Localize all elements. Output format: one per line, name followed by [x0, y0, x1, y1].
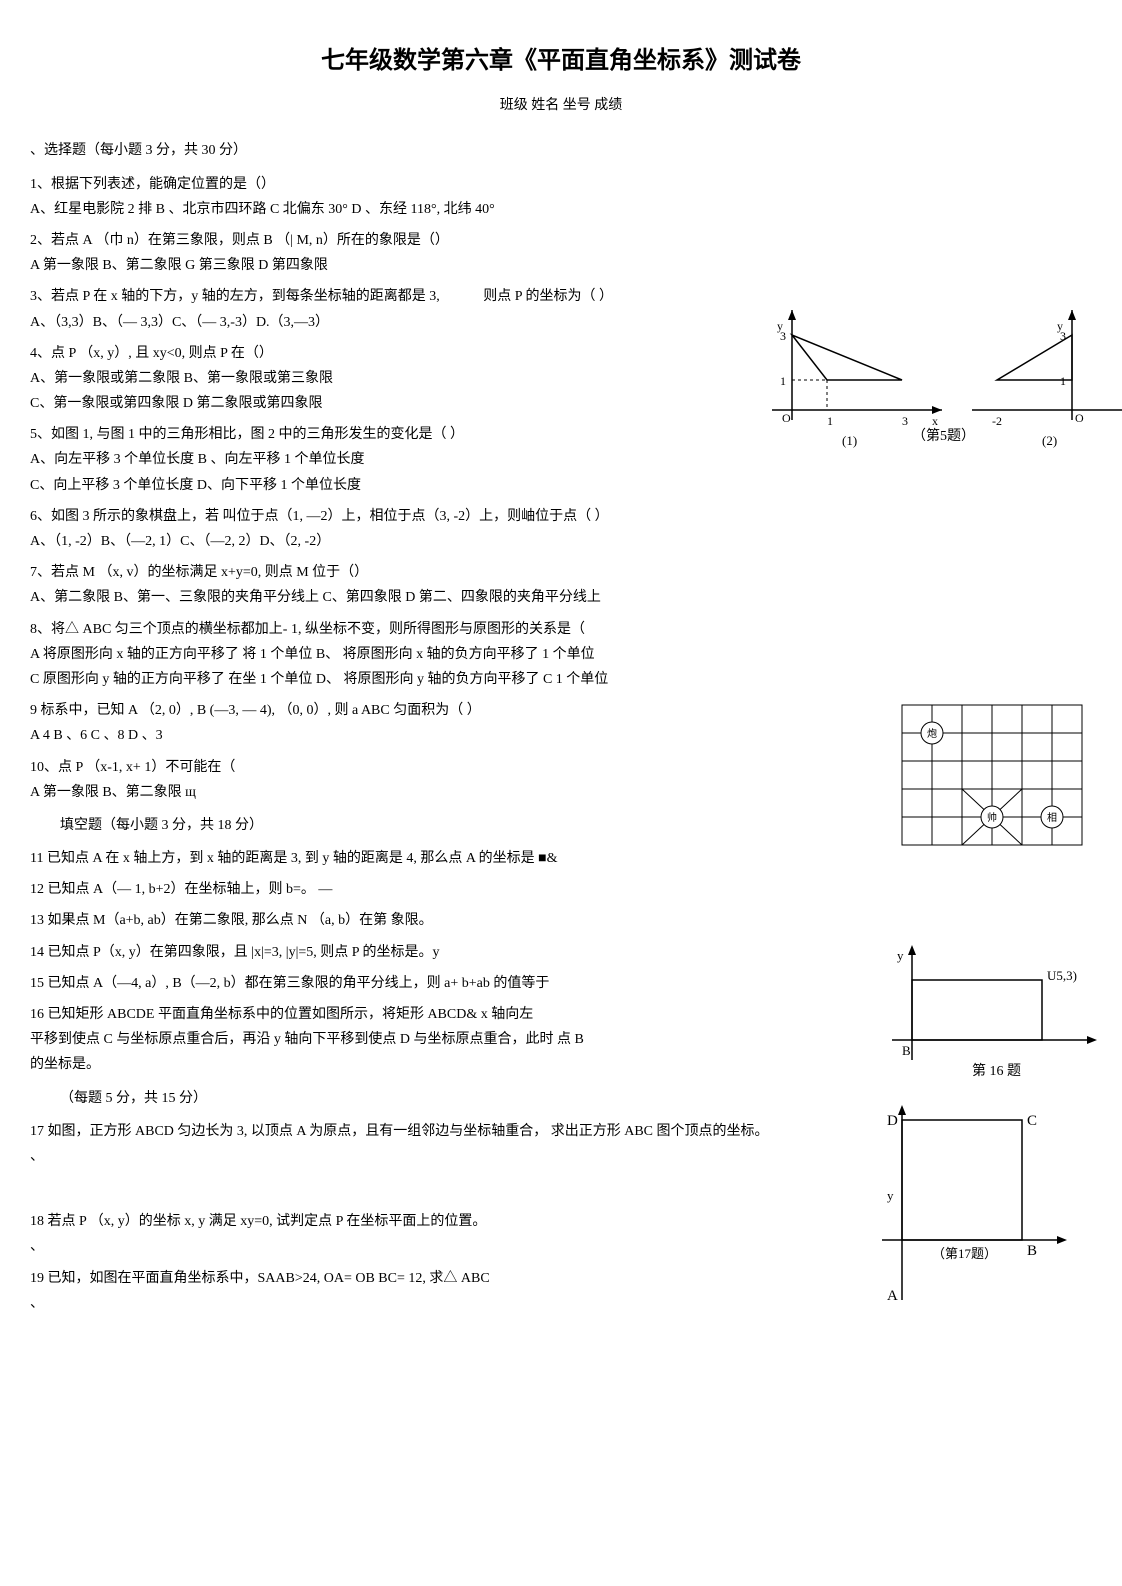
question-7: 7、若点 M （x, v）的坐标满足 x+y=0, 则点 M 位于（） A、第二… [30, 560, 1092, 610]
question-11: 11 已知点 A 在 x 轴上方，到 x 轴的距离是 3, 到 y 轴的距离是 … [30, 846, 1092, 871]
q2-text: 2、若点 A （巾 n）在第三象限，则点 B （| M, n）所在的象限是（） [30, 228, 1092, 253]
q1-text: 1、根据下列表述，能确定位置的是（） [30, 172, 1092, 197]
q10-text: 10、点 P （x-1, x+ 1）不可能在（ [30, 755, 1092, 780]
q9-opts: A 4 B 、6 C 、8 D 、3 [30, 723, 1092, 748]
question-2: 2、若点 A （巾 n）在第三象限，则点 B （| M, n）所在的象限是（） … [30, 228, 1092, 278]
q8-optC: C 原图形向 y 轴的正方向平移了 在坐 1 个单位 D、 将原图形向 y 轴的… [30, 667, 1092, 692]
question-12: 12 已知点 A（— 1, b+2）在坐标轴上，则 b=。 — [30, 877, 1092, 902]
question-4: 4、点 P （x, y）, 且 xy<0, 则点 P 在（） A、第一象限或第二… [30, 341, 1092, 417]
q3-text: 3、若点 P 在 x 轴的下方，y 轴的左方，到每条坐标轴的距离都是 3, [30, 289, 440, 304]
svg-text:U5,3): U5,3) [1047, 968, 1077, 983]
q4-text: 4、点 P （x, y）, 且 xy<0, 则点 P 在（） [30, 341, 1092, 366]
section-1-header: 、选择题（每小题 3 分，共 30 分） [30, 138, 1092, 163]
page-title: 七年级数学第六章《平面直角坐标系》测试卷 [30, 40, 1092, 83]
q10-opts: A 第一象限 B、第二象限 щ [30, 780, 1092, 805]
question-9: 9 标系中，已知 A （2, 0）, B (—3, — 4), （0, 0）, … [30, 698, 1092, 748]
q17-text: 17 如图，正方形 ABCD 匀边长为 3, 以顶点 A 为原点，且有一组邻边与… [30, 1119, 1092, 1144]
q6-opts: A、（1, -2）B、（—2, 1）C、（—2, 2）D、（2, -2） [30, 529, 1092, 554]
q8-text: 8、将△ ABC 匀三个顶点的横坐标都加上- 1, 纵坐标不变，则所得图形与原图… [30, 617, 1092, 642]
q1-optB: B 、北京市四环路 [156, 202, 267, 217]
q19-text: 19 已知，如图在平面直角坐标系中，SAAB>24, OA= OB BC= 12… [30, 1266, 1092, 1291]
question-19: 19 已知，如图在平面直角坐标系中，SAAB>24, OA= OB BC= 12… [30, 1266, 1092, 1316]
q16-text: 16 已知矩形 ABCDE 平面直角坐标系中的位置如图所示，将矩形 ABCD& … [30, 1002, 1092, 1027]
question-1: 1、根据下列表述，能确定位置的是（） A、红星电影院 2 排 B 、北京市四环路… [30, 172, 1092, 222]
q16-text2: 平移到使点 C 与坐标原点重合后，再沿 y 轴向下平移到使点 D 与坐标原点重合… [30, 1027, 1092, 1052]
q16-text3: 的坐标是。 [30, 1052, 1092, 1077]
question-8: 8、将△ ABC 匀三个顶点的横坐标都加上- 1, 纵坐标不变，则所得图形与原图… [30, 617, 1092, 693]
q2-opts: A 第一象限 B、第二象限 G 第三象限 D 第四象限 [30, 253, 1092, 278]
question-13: 13 如果点 M（a+b, ab）在第二象限, 那么点 N （a, b）在第 象… [30, 908, 1092, 933]
subtitle: 班级 姓名 坐号 成绩 [30, 93, 1092, 118]
svg-text:y: y [887, 1188, 894, 1203]
q8-optA: A 将原图形向 x 轴的正方向平移了 将 1 个单位 B、 将原图形向 x 轴的… [30, 642, 1092, 667]
q5-text: 5、如图 1, 与图 1 中的三角形相比，图 2 中的三角形发生的变化是（ ） [30, 422, 1092, 447]
q1-optD: D 、东经 118°, 北纬 40° [351, 202, 494, 217]
question-10: 10、点 P （x-1, x+ 1）不可能在（ A 第一象限 B、第二象限 щ [30, 755, 1092, 805]
q3-text2: 则点 P 的坐标为（ ） [483, 289, 613, 304]
q1-optC: C 北偏东 30° [270, 202, 348, 217]
question-17: 17 如图，正方形 ABCD 匀边长为 3, 以顶点 A 为原点，且有一组邻边与… [30, 1119, 1092, 1169]
q4-optA: A、第一象限或第二象限 B、第一象限或第三象限 [30, 366, 1092, 391]
q4-optC: C、第一象限或第四象限 D 第二象限或第四象限 [30, 391, 1092, 416]
question-18: 18 若点 P （x, y）的坐标 x, y 满足 xy=0, 试判定点 P 在… [30, 1209, 1092, 1259]
q7-text: 7、若点 M （x, v）的坐标满足 x+y=0, 则点 M 位于（） [30, 560, 1092, 585]
question-6: 6、如图 3 所示的象棋盘上，若 叫位于点（1, —2）上，相位于点（3, -2… [30, 504, 1092, 554]
q1-optA: A、红星电影院 2 排 [30, 202, 152, 217]
question-5: 5、如图 1, 与图 1 中的三角形相比，图 2 中的三角形发生的变化是（ ） … [30, 422, 1092, 498]
q7-opts: A、第二象限 B、第一、三象限的夹角平分线上 C、第四象限 D 第二、四象限的夹… [30, 585, 1092, 610]
q5-optC: C、向上平移 3 个单位长度 D、向下平移 1 个单位长度 [30, 473, 1092, 498]
question-16: 16 已知矩形 ABCDE 平面直角坐标系中的位置如图所示，将矩形 ABCD& … [30, 1002, 1092, 1078]
svg-text:y: y [897, 948, 904, 963]
q1-options: A、红星电影院 2 排 B 、北京市四环路 C 北偏东 30° D 、东经 11… [30, 197, 1092, 222]
q18-text: 18 若点 P （x, y）的坐标 x, y 满足 xy=0, 试判定点 P 在… [30, 1209, 1092, 1234]
q5-optA: A、向左平移 3 个单位长度 B 、向左平移 1 个单位长度 [30, 447, 1092, 472]
svg-text:相: 相 [1047, 811, 1057, 824]
q9-text: 9 标系中，已知 A （2, 0）, B (—3, — 4), （0, 0）, … [30, 698, 1092, 723]
svg-text:帅: 帅 [987, 811, 997, 824]
q6-text: 6、如图 3 所示的象棋盘上，若 叫位于点（1, —2）上，相位于点（3, -2… [30, 504, 1092, 529]
